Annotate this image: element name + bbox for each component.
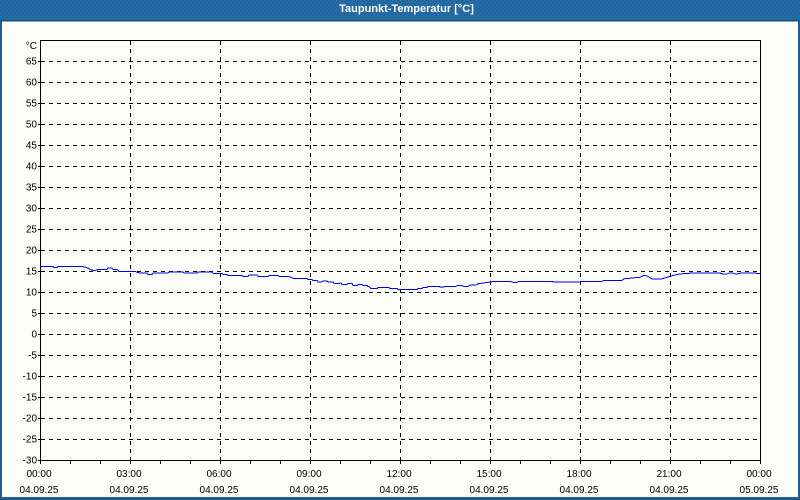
svg-text:06:00: 06:00: [206, 469, 231, 480]
svg-text:-25: -25: [23, 435, 38, 446]
svg-text:15:00: 15:00: [476, 469, 501, 480]
svg-text:04.09.25: 04.09.25: [560, 485, 599, 496]
svg-text:-10: -10: [23, 372, 38, 383]
svg-text:21:00: 21:00: [656, 469, 681, 480]
svg-text:20: 20: [26, 246, 38, 257]
svg-text:5: 5: [31, 309, 37, 320]
svg-text:50: 50: [26, 120, 38, 131]
svg-text:15: 15: [26, 267, 38, 278]
svg-text:10: 10: [26, 288, 38, 299]
svg-text:-30: -30: [23, 456, 38, 467]
svg-text:35: 35: [26, 183, 38, 194]
svg-text:00:00: 00:00: [746, 469, 771, 480]
svg-text:04.09.25: 04.09.25: [650, 485, 689, 496]
svg-text:0: 0: [31, 330, 37, 341]
svg-text:55: 55: [26, 99, 38, 110]
svg-text:45: 45: [26, 141, 38, 152]
svg-text:30: 30: [26, 204, 38, 215]
svg-text:12:00: 12:00: [386, 469, 411, 480]
svg-text:04.09.25: 04.09.25: [290, 485, 329, 496]
svg-text:-20: -20: [23, 414, 38, 425]
svg-text:60: 60: [26, 78, 38, 89]
svg-text:04.09.25: 04.09.25: [380, 485, 419, 496]
svg-text:00:00: 00:00: [26, 469, 51, 480]
svg-text:-15: -15: [23, 393, 38, 404]
svg-text:04.09.25: 04.09.25: [470, 485, 509, 496]
svg-text:65: 65: [26, 57, 38, 68]
svg-text:40: 40: [26, 162, 38, 173]
svg-text:04.09.25: 04.09.25: [20, 485, 59, 496]
svg-text:09:00: 09:00: [296, 469, 321, 480]
svg-text:-5: -5: [28, 351, 37, 362]
svg-text:03:00: 03:00: [116, 469, 141, 480]
svg-text:18:00: 18:00: [566, 469, 591, 480]
svg-text:25: 25: [26, 225, 38, 236]
svg-text:04.09.25: 04.09.25: [110, 485, 149, 496]
svg-text:04.09.25: 04.09.25: [200, 485, 239, 496]
svg-text:05.09.25: 05.09.25: [740, 485, 779, 496]
svg-text:°C: °C: [26, 41, 37, 52]
